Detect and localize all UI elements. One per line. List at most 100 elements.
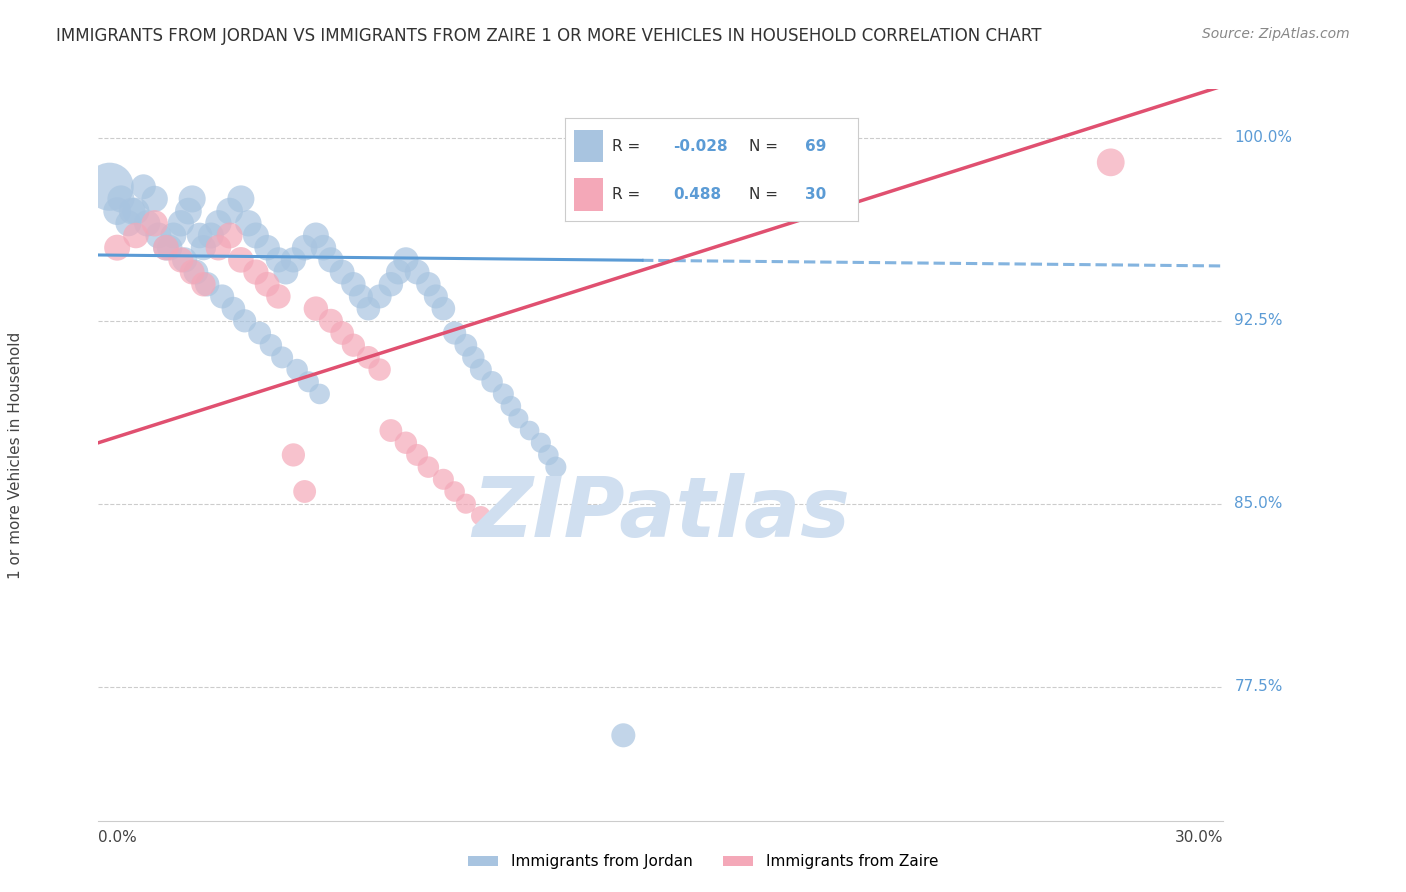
Point — [537, 448, 560, 462]
Point — [283, 448, 305, 462]
Point — [432, 472, 454, 486]
Point — [342, 338, 364, 352]
Point — [499, 399, 522, 413]
Text: ZIPatlas: ZIPatlas — [472, 473, 849, 554]
Point — [143, 192, 166, 206]
Point — [110, 192, 132, 206]
Point — [470, 362, 492, 376]
Point — [207, 216, 229, 230]
Point — [245, 265, 267, 279]
Point — [330, 326, 353, 340]
Point — [148, 228, 170, 243]
Point — [238, 216, 260, 230]
Point — [233, 314, 256, 328]
Point — [184, 265, 207, 279]
Point — [105, 204, 128, 219]
Point — [508, 411, 530, 425]
Point — [395, 435, 418, 450]
Point — [443, 326, 465, 340]
Point — [256, 241, 278, 255]
Point — [297, 375, 319, 389]
Point — [294, 484, 316, 499]
Text: 85.0%: 85.0% — [1234, 496, 1282, 511]
Point — [454, 497, 477, 511]
Point — [155, 241, 177, 255]
Point — [256, 277, 278, 292]
Point — [271, 351, 294, 365]
Point — [181, 265, 204, 279]
Point — [492, 387, 515, 401]
Point — [155, 241, 177, 255]
Point — [177, 204, 200, 219]
Point — [125, 228, 148, 243]
Text: Source: ZipAtlas.com: Source: ZipAtlas.com — [1202, 27, 1350, 41]
Point — [222, 301, 245, 316]
Text: 92.5%: 92.5% — [1234, 313, 1282, 328]
Point — [305, 301, 328, 316]
Point — [267, 289, 290, 303]
Point — [308, 387, 330, 401]
Point — [285, 362, 308, 376]
Point — [136, 216, 159, 230]
Point — [283, 252, 305, 267]
Text: 0.0%: 0.0% — [98, 830, 138, 846]
Point — [330, 265, 353, 279]
Point — [312, 241, 335, 255]
Point — [218, 204, 240, 219]
Point — [443, 484, 465, 499]
Point — [267, 252, 290, 267]
Text: 30.0%: 30.0% — [1175, 830, 1223, 846]
Point — [229, 252, 252, 267]
Point — [195, 277, 218, 292]
Point — [425, 289, 447, 303]
Point — [294, 241, 316, 255]
Point — [305, 228, 328, 243]
Point — [249, 326, 271, 340]
Point — [406, 448, 429, 462]
Point — [368, 362, 391, 376]
Point — [418, 460, 440, 475]
Point — [1099, 155, 1122, 169]
Point — [125, 204, 148, 219]
Text: 100.0%: 100.0% — [1234, 130, 1292, 145]
Point — [162, 228, 184, 243]
Point — [342, 277, 364, 292]
Point — [357, 351, 380, 365]
Point — [159, 241, 181, 255]
Point — [387, 265, 409, 279]
Point — [519, 424, 541, 438]
Point — [350, 289, 373, 303]
Point — [418, 277, 440, 292]
Point — [211, 289, 233, 303]
Point — [229, 192, 252, 206]
Point — [245, 228, 267, 243]
Point — [319, 314, 342, 328]
Point — [395, 252, 418, 267]
Point — [200, 228, 222, 243]
Point — [218, 228, 240, 243]
Point — [357, 301, 380, 316]
Text: IMMIGRANTS FROM JORDAN VS IMMIGRANTS FROM ZAIRE 1 OR MORE VEHICLES IN HOUSEHOLD : IMMIGRANTS FROM JORDAN VS IMMIGRANTS FRO… — [56, 27, 1042, 45]
Point — [368, 289, 391, 303]
Point — [193, 241, 215, 255]
Text: 77.5%: 77.5% — [1234, 679, 1282, 694]
Point — [170, 252, 193, 267]
Point — [207, 241, 229, 255]
Point — [181, 192, 204, 206]
Point — [380, 277, 402, 292]
Point — [193, 277, 215, 292]
Point — [380, 424, 402, 438]
Point — [105, 241, 128, 255]
Point — [481, 375, 503, 389]
Point — [260, 338, 283, 352]
Text: 1 or more Vehicles in Household: 1 or more Vehicles in Household — [8, 331, 24, 579]
Point — [143, 216, 166, 230]
Point — [98, 179, 121, 194]
Point — [274, 265, 297, 279]
Point — [117, 216, 139, 230]
Point — [454, 338, 477, 352]
Point — [319, 252, 342, 267]
Point — [612, 728, 634, 742]
Point — [530, 435, 553, 450]
Point — [170, 216, 193, 230]
